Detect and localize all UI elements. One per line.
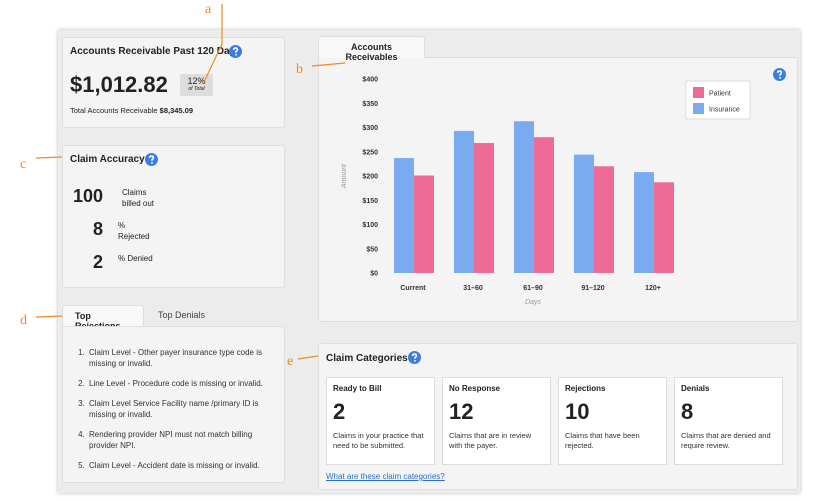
card-text: Claims in your practice that need to be … — [333, 431, 424, 450]
bar — [394, 158, 414, 273]
category-card: No Response 12 Claims that are in review w… — [442, 377, 551, 465]
y-tick-label: $250 — [362, 149, 378, 156]
card-title: Rejections — [565, 384, 606, 393]
help-icon[interactable] — [408, 351, 421, 364]
help-icon[interactable] — [145, 153, 158, 166]
rejection-item: Rendering provider NPI must not match bi… — [87, 429, 276, 451]
rejection-item: Line Level - Procedure code is missing o… — [87, 378, 276, 389]
accuracy-label: % Denied — [118, 254, 153, 263]
legend-label: Insurance — [709, 107, 740, 114]
card-value: 10 — [565, 399, 590, 424]
card-value: 12 — [449, 399, 474, 424]
bar — [534, 137, 554, 273]
y-tick-label: $150 — [362, 198, 378, 205]
y-tick-label: $400 — [362, 77, 378, 84]
card-text: Claims that are denied and require revie… — [681, 431, 771, 450]
bar — [454, 130, 474, 273]
y-tick-label: $350 — [362, 101, 378, 108]
annotation: a — [205, 2, 212, 17]
card-title: Ready to Bill — [333, 384, 382, 393]
bar — [634, 172, 654, 273]
percent: 12% — [187, 76, 206, 86]
rejections-panel: Claim Level - Other payer insurance type… — [62, 326, 285, 483]
card-text: Claims that have been rejected. — [565, 431, 640, 450]
annotation: b — [296, 62, 303, 77]
card-text: Claims that are in review with the payer… — [449, 431, 532, 450]
card-value: 2 — [333, 399, 346, 424]
y-axis-label: Amount — [341, 163, 348, 189]
card-value: 8 — [681, 399, 694, 424]
tab[interactable]: Top Rejections — [62, 305, 144, 331]
claim-accuracy-panel: Claim Accuracy 100 Claims billed out 8 % Re… — [62, 145, 285, 288]
bar — [474, 143, 494, 273]
annotation: e — [287, 354, 294, 369]
bar — [414, 175, 434, 273]
annotation: c — [20, 157, 27, 172]
ar-amount: $1,012.82 — [70, 72, 168, 97]
claim-categories-panel: Claim Categories Ready to Bill 2 Claims in… — [318, 343, 798, 490]
x-tick-label: 91–120 — [581, 285, 604, 292]
card-title: Denials — [681, 384, 710, 393]
x-tick-label: 120+ — [645, 285, 661, 292]
rejection-item: Claim Level Service Facility name /prima… — [87, 398, 276, 420]
ar-total: Total Accounts Receivable $8,345.09 — [70, 106, 193, 115]
accuracy-label: Claims billed out — [122, 188, 155, 208]
panel-title: Claim Categories — [326, 353, 408, 364]
tab[interactable]: Top Denials — [158, 310, 206, 320]
rejection-item: Claim Level - Accident date is missing o… — [87, 460, 276, 471]
bar — [514, 121, 534, 273]
accuracy-value: 8 — [92, 219, 103, 239]
accuracy-value: 100 — [72, 186, 103, 206]
legend-swatch — [693, 87, 704, 98]
x-tick-label: Current — [400, 285, 426, 292]
y-tick-label: $0 — [370, 271, 378, 278]
category-card: Rejections 10 Claims that have been reject… — [558, 377, 667, 465]
percent-badge: 12% of Total — [180, 74, 213, 96]
accuracy-value: 2 — [92, 252, 103, 272]
accuracy-label: % Rejected — [118, 221, 150, 241]
ar-panel: Accounts Receivable Past 120 Days $1,012… — [62, 37, 285, 128]
chart: $0 $50 $100 $150 $200 $250 $300 $350 $400 Current… — [341, 68, 786, 306]
y-tick-label: $200 — [362, 174, 378, 181]
total-label: Total Accounts Receivable — [70, 106, 158, 115]
tab[interactable]: Accounts Receivables — [318, 36, 425, 62]
percent-note: of Total — [188, 86, 205, 92]
panel-title: Claim Accuracy — [70, 154, 145, 165]
total-value: $8,345.09 — [159, 106, 194, 115]
rejections-list: Claim Level - Other payer insurance type… — [71, 347, 276, 471]
y-tick-label: $100 — [362, 222, 378, 229]
bar — [594, 166, 614, 273]
category-card: Ready to Bill 2 Claims in your practice th… — [326, 377, 435, 465]
card-title: No Response — [449, 384, 501, 393]
bar — [654, 182, 674, 273]
x-axis-label: Days — [525, 299, 541, 306]
legend-swatch — [693, 103, 704, 114]
y-tick-label: $50 — [366, 246, 378, 253]
link[interactable]: What are these claim categories? — [326, 472, 445, 481]
x-tick-label: 61–90 — [523, 285, 543, 292]
legend-label: Patient — [709, 91, 731, 98]
rejection-item: Claim Level - Other payer insurance type… — [87, 347, 276, 369]
panel-title: Accounts Receivable Past 120 Days — [70, 46, 241, 57]
help-icon[interactable] — [773, 68, 786, 81]
help-icon[interactable] — [229, 45, 242, 58]
annotation: d — [20, 313, 27, 328]
x-tick-label: 31–60 — [463, 285, 483, 292]
category-card: Denials 8 Claims that are denied and requi… — [674, 377, 783, 465]
y-tick-label: $300 — [362, 125, 378, 132]
bar — [574, 154, 594, 273]
